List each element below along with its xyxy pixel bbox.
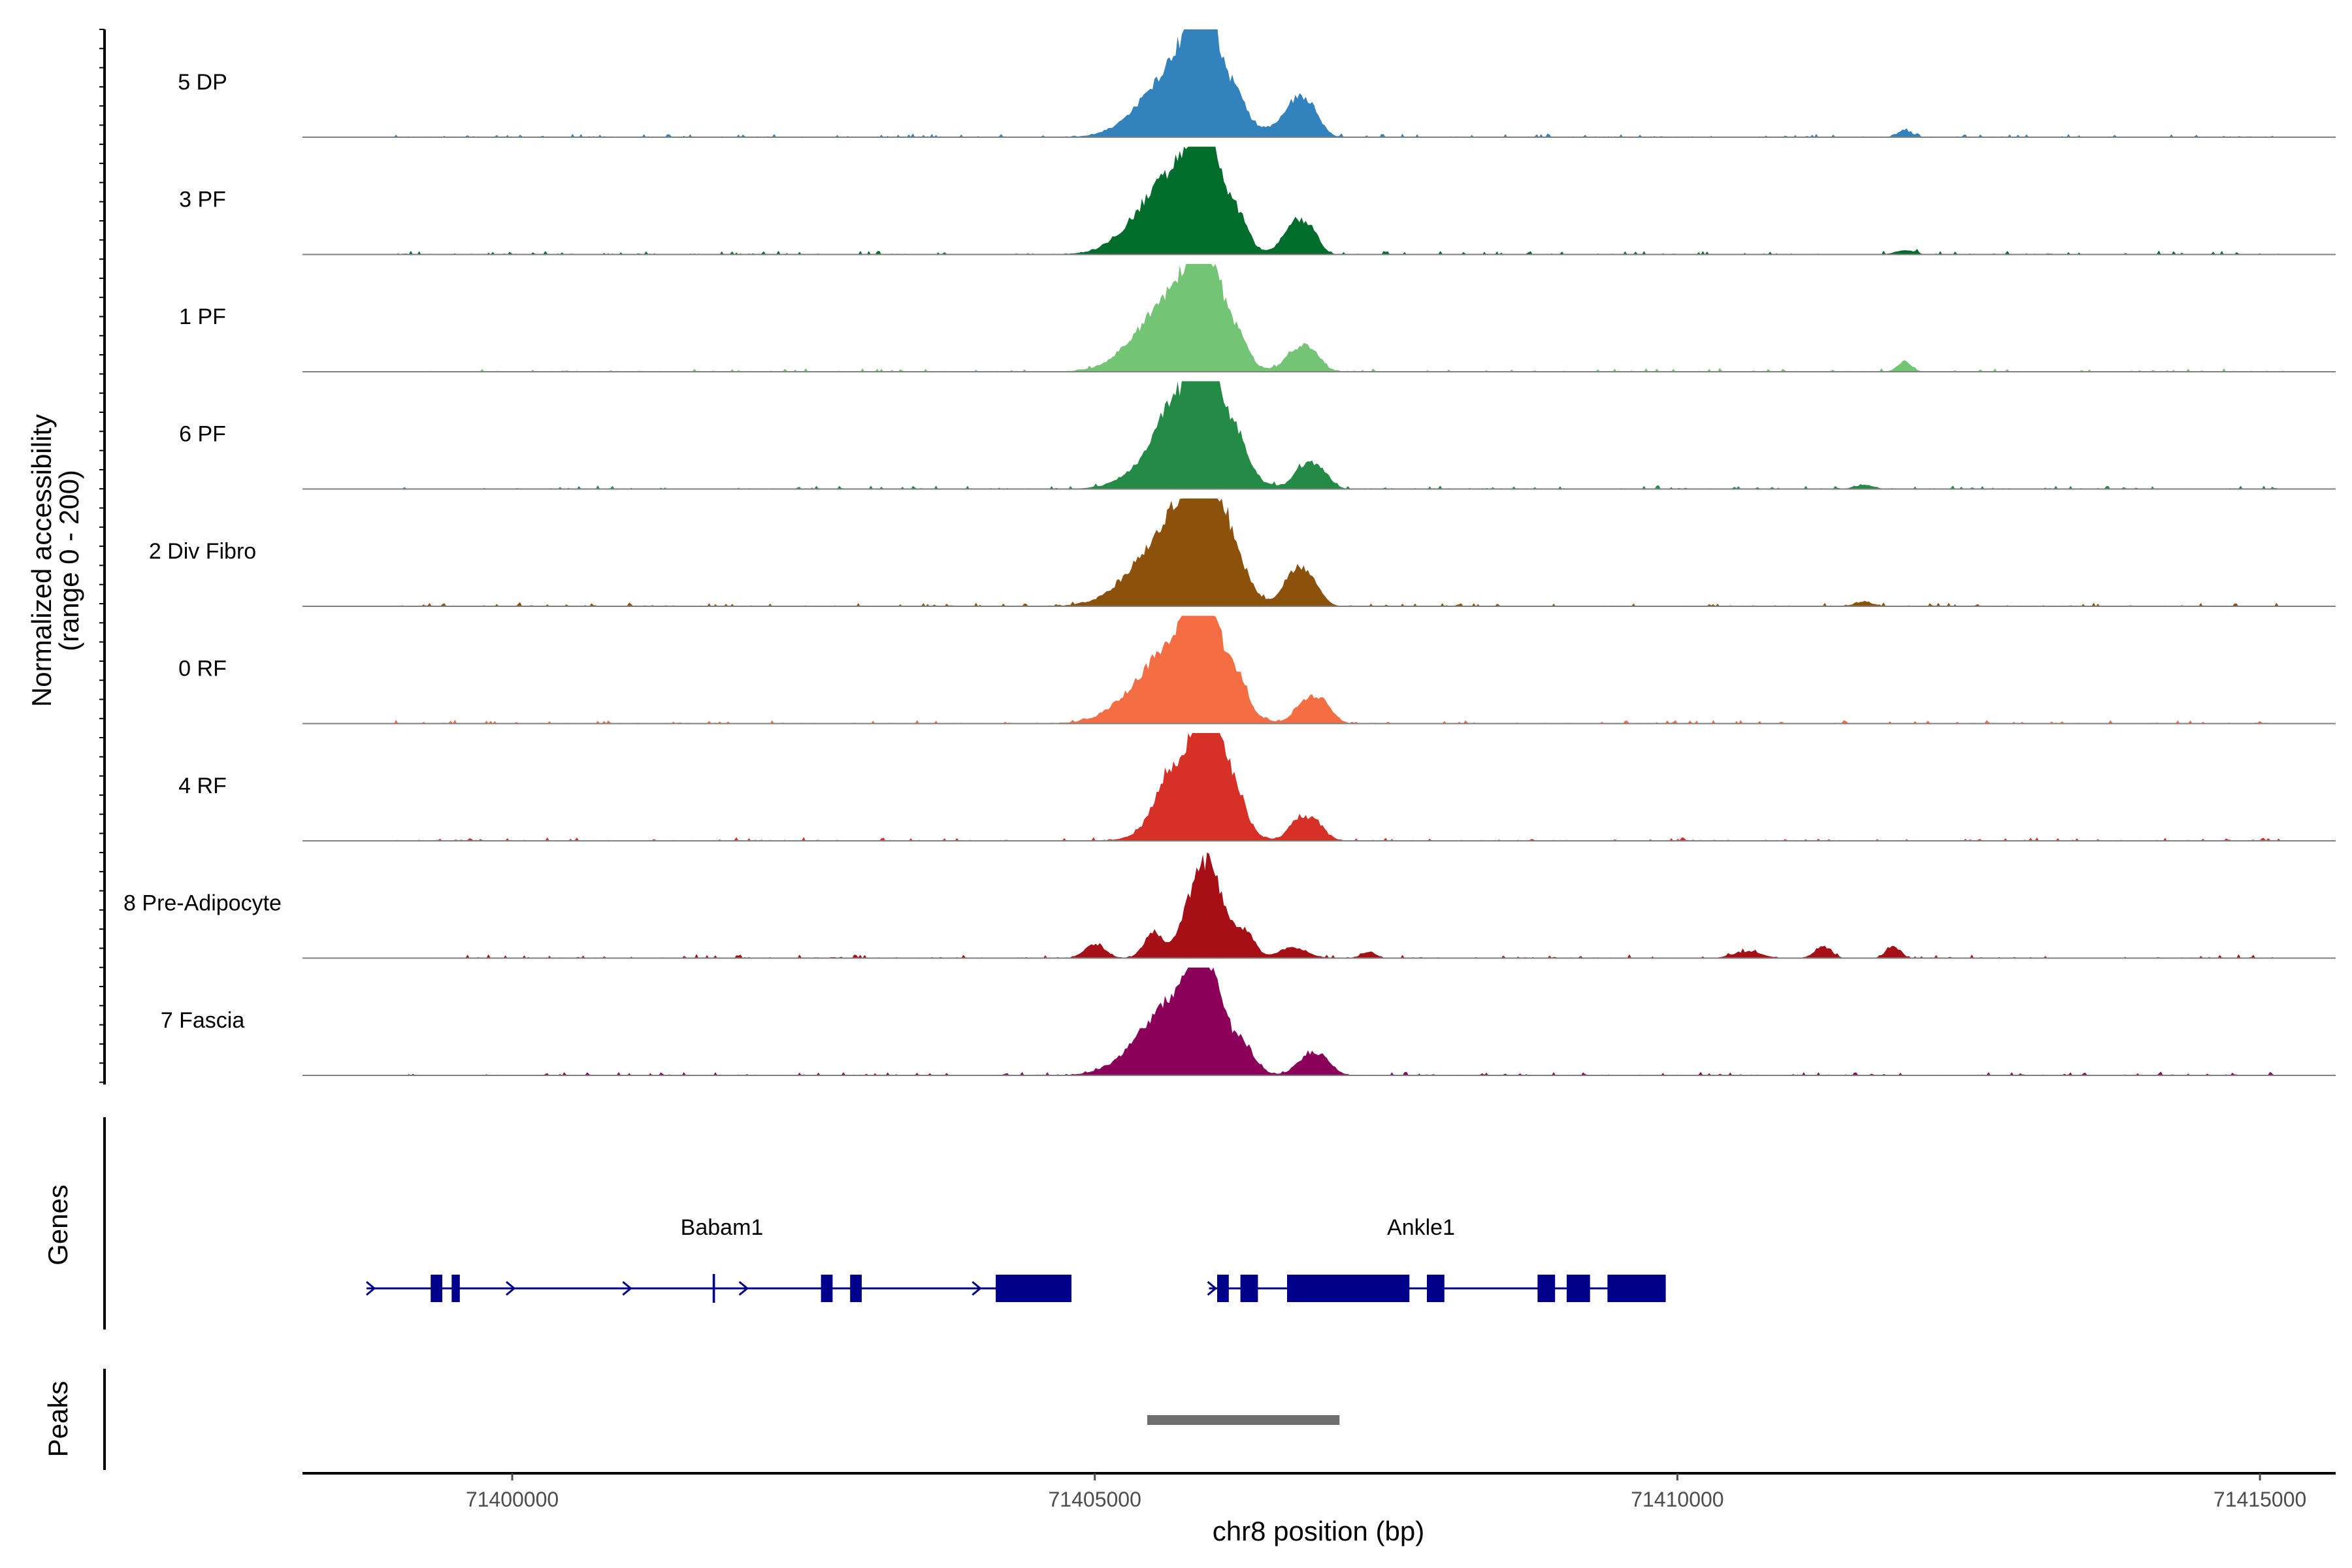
strand-arrow — [366, 1281, 376, 1296]
coverage-area — [394, 29, 2285, 137]
track-label: 3 PF — [179, 188, 226, 212]
strand-arrow — [1207, 1281, 1217, 1296]
x-tick-label: 71405000 — [1049, 1488, 1141, 1511]
track-label: 0 RF — [178, 657, 227, 681]
coverage-area — [394, 733, 2285, 841]
track-label: 6 PF — [179, 422, 226, 447]
y-axis-title: Normalized accessibility — [26, 414, 57, 707]
gene-model: Ankle1 — [1207, 1215, 1666, 1302]
peaks-panel-title: Peaks — [42, 1381, 73, 1458]
coverage-track: 0 RF — [178, 615, 2336, 725]
coverage-area — [394, 264, 2285, 372]
x-axis-ticks: 71400000 71405000 71410000 71415000 — [466, 1473, 2306, 1511]
gene-exon — [821, 1275, 833, 1302]
coverage-area — [394, 146, 2285, 255]
gene-annotation-panel: Babam1 Ankle1 — [366, 1215, 1666, 1303]
peak-region-bar — [1147, 1415, 1340, 1425]
gene-exon — [850, 1275, 862, 1302]
coverage-tracks: 5 DP 3 PF 1 PF 6 PF 2 Div Fibro 0 RF 4 RF 8 Pre… — [123, 29, 2336, 1076]
strand-arrow — [738, 1281, 749, 1296]
track-label: 4 RF — [178, 774, 227, 798]
x-tick-label: 71410000 — [1631, 1488, 1723, 1511]
x-tick-label: 71400000 — [466, 1488, 559, 1511]
coverage-track: 1 PF — [179, 264, 2336, 372]
gene-exon — [1607, 1275, 1666, 1302]
gene-model: Babam1 — [366, 1215, 1071, 1303]
coverage-track: 6 PF — [179, 381, 2336, 490]
track-label: 8 Pre-Adipocyte — [123, 891, 282, 916]
coverage-area — [394, 852, 2285, 958]
track-label: 7 Fascia — [161, 1008, 245, 1033]
track-label: 1 PF — [179, 304, 226, 329]
gene-label: Babam1 — [681, 1215, 764, 1240]
gene-exon — [1240, 1275, 1258, 1302]
coverage-track: 3 PF — [179, 146, 2336, 255]
coverage-y-ticks — [99, 29, 105, 1083]
gene-exon — [1427, 1275, 1445, 1302]
strand-arrow — [972, 1281, 982, 1296]
x-axis-title: chr8 position (bp) — [1213, 1516, 1425, 1546]
x-tick-label: 71415000 — [2213, 1488, 2306, 1511]
coverage-track: 4 RF — [178, 733, 2336, 841]
coverage-track: 8 Pre-Adipocyte — [123, 852, 2336, 959]
gene-exon — [996, 1275, 1071, 1302]
gene-exon — [1287, 1275, 1410, 1302]
gene-exon — [1217, 1275, 1229, 1302]
gene-exon — [1567, 1275, 1590, 1302]
coverage-track: 7 Fascia — [161, 968, 2336, 1076]
coverage-area — [394, 968, 2285, 1075]
coverage-area — [394, 381, 2285, 489]
coverage-area — [394, 498, 2285, 606]
gene-exon — [431, 1275, 442, 1302]
gene-exon — [451, 1275, 460, 1302]
gene-exon — [712, 1274, 715, 1303]
strand-arrow — [506, 1281, 516, 1296]
gene-exon — [1537, 1275, 1556, 1302]
y-axis-subtitle: (range 0 - 200) — [54, 470, 84, 651]
track-label: 2 Div Fibro — [149, 539, 256, 564]
coverage-track: 2 Div Fibro — [149, 498, 2336, 607]
coverage-track: 5 DP — [178, 29, 2336, 138]
peak-region-panel — [1147, 1415, 1340, 1425]
gene-label: Ankle1 — [1387, 1215, 1455, 1240]
track-label: 5 DP — [178, 70, 227, 95]
genes-panel-title: Genes — [42, 1184, 73, 1266]
strand-arrow — [622, 1281, 632, 1296]
coverage-area — [394, 615, 2285, 724]
